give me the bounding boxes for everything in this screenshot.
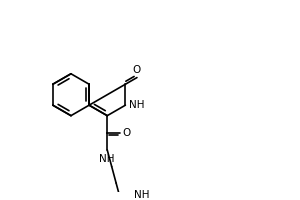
Text: O: O: [133, 65, 141, 75]
Text: NH: NH: [134, 190, 150, 200]
Text: O: O: [122, 128, 131, 138]
Text: NH: NH: [100, 154, 115, 164]
Text: NH: NH: [129, 100, 145, 110]
